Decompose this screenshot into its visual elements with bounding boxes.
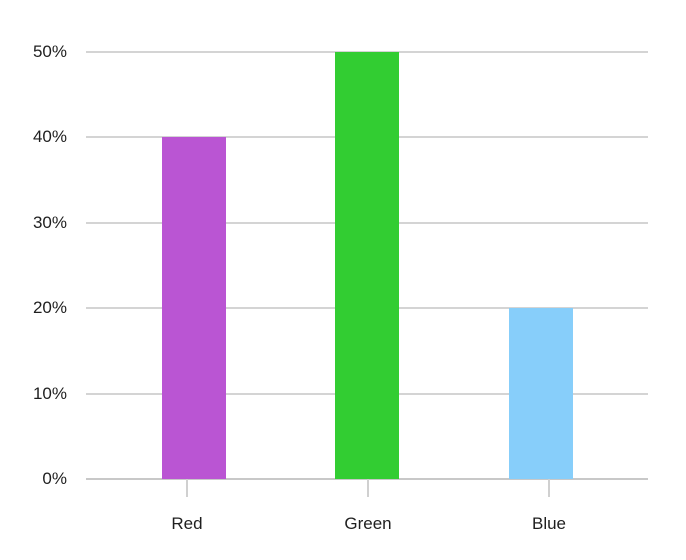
bar-red: [162, 137, 226, 479]
x-axis-category-label: Green: [344, 514, 392, 533]
x-axis-tick: [186, 479, 188, 497]
bar-green: [335, 52, 399, 479]
y-axis-tick-label: 50%: [32, 42, 67, 61]
y-axis-tick-label: 20%: [32, 298, 67, 318]
x-axis-category-label: Blue: [531, 514, 567, 533]
y-axis-tick-label: 30%: [32, 212, 67, 232]
y-axis-tick-label: 10%: [32, 383, 67, 403]
x-axis-tick: [548, 479, 550, 497]
x-axis-tick: [367, 479, 369, 497]
bar-blue: [509, 308, 573, 479]
y-axis-tick-label: 40%: [32, 127, 67, 147]
y-axis-tick-label: 0%: [42, 469, 67, 488]
x-axis-category-label: Red: [171, 514, 203, 533]
